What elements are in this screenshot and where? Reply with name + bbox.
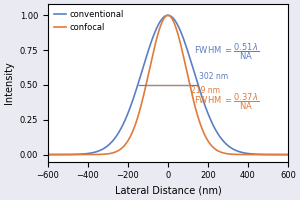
Text: FWHM $= \dfrac{0.37\lambda}{\mathrm{NA}}$: FWHM $= \dfrac{0.37\lambda}{\mathrm{NA}}… <box>194 91 260 112</box>
Text: FWHM $= \dfrac{0.51\lambda}{\mathrm{NA}}$: FWHM $= \dfrac{0.51\lambda}{\mathrm{NA}}… <box>194 41 260 62</box>
conventional <box>281 153 285 156</box>
confocal <box>88 153 91 156</box>
confocal <box>256 153 259 156</box>
Y-axis label: Intensity: Intensity <box>4 61 14 104</box>
confocal <box>46 153 50 156</box>
confocal <box>138 108 142 111</box>
Line: conventional: conventional <box>48 15 288 155</box>
confocal <box>281 153 285 156</box>
confocal <box>286 153 290 156</box>
X-axis label: Lateral Distance (nm): Lateral Distance (nm) <box>115 186 221 196</box>
conventional <box>46 153 50 156</box>
confocal <box>148 64 152 67</box>
conventional <box>148 43 152 46</box>
confocal <box>166 14 170 17</box>
conventional <box>286 153 290 156</box>
Line: confocal: confocal <box>48 15 288 155</box>
conventional <box>88 152 91 154</box>
confocal <box>74 153 77 156</box>
conventional <box>74 153 77 156</box>
Text: 219 nm: 219 nm <box>191 86 220 95</box>
Legend: conventional, confocal: conventional, confocal <box>50 7 127 36</box>
conventional <box>256 153 259 155</box>
conventional <box>166 14 170 17</box>
Text: 302 nm: 302 nm <box>199 72 228 81</box>
conventional <box>138 77 142 79</box>
